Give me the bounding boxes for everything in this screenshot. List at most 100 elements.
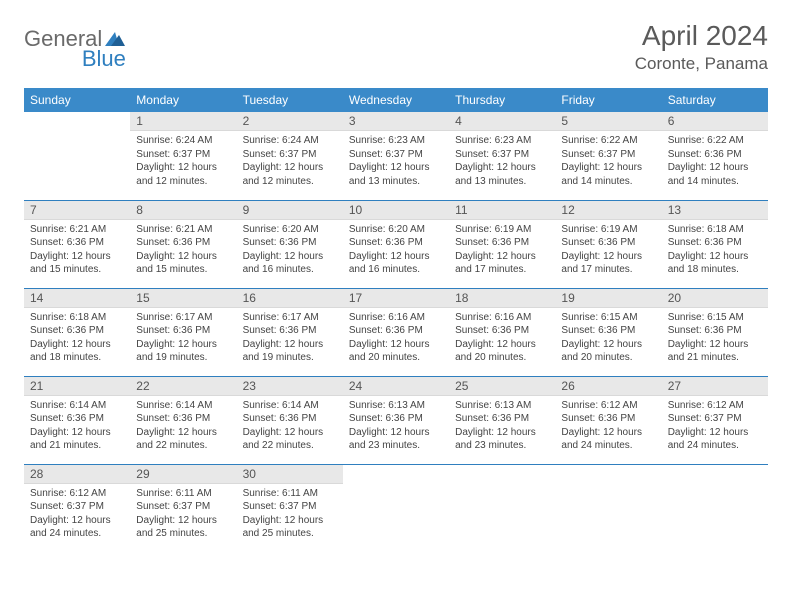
calendar-table: SundayMondayTuesdayWednesdayThursdayFrid… bbox=[24, 88, 768, 552]
day-number: 27 bbox=[662, 377, 768, 396]
calendar-day-cell: 23Sunrise: 6:14 AMSunset: 6:36 PMDayligh… bbox=[237, 376, 343, 464]
calendar-day-cell: 14Sunrise: 6:18 AMSunset: 6:36 PMDayligh… bbox=[24, 288, 130, 376]
calendar-day-cell: 24Sunrise: 6:13 AMSunset: 6:36 PMDayligh… bbox=[343, 376, 449, 464]
day-number: 3 bbox=[343, 112, 449, 131]
day-number: 2 bbox=[237, 112, 343, 131]
logo-text-blue-wrap: GeneBlue bbox=[28, 46, 126, 72]
calendar-day-cell bbox=[343, 464, 449, 552]
day-number: 12 bbox=[555, 201, 661, 220]
day-number: 21 bbox=[24, 377, 130, 396]
calendar-week-row: 21Sunrise: 6:14 AMSunset: 6:36 PMDayligh… bbox=[24, 376, 768, 464]
weekday-header: Thursday bbox=[449, 88, 555, 112]
calendar-week-row: 14Sunrise: 6:18 AMSunset: 6:36 PMDayligh… bbox=[24, 288, 768, 376]
day-number: 19 bbox=[555, 289, 661, 308]
day-number: 8 bbox=[130, 201, 236, 220]
day-details: Sunrise: 6:23 AMSunset: 6:37 PMDaylight:… bbox=[343, 131, 449, 192]
weekday-header: Saturday bbox=[662, 88, 768, 112]
calendar-day-cell: 4Sunrise: 6:23 AMSunset: 6:37 PMDaylight… bbox=[449, 112, 555, 200]
day-number: 11 bbox=[449, 201, 555, 220]
day-details: Sunrise: 6:19 AMSunset: 6:36 PMDaylight:… bbox=[555, 220, 661, 281]
calendar-day-cell: 1Sunrise: 6:24 AMSunset: 6:37 PMDaylight… bbox=[130, 112, 236, 200]
day-number: 6 bbox=[662, 112, 768, 131]
weekday-header: Tuesday bbox=[237, 88, 343, 112]
day-details: Sunrise: 6:14 AMSunset: 6:36 PMDaylight:… bbox=[237, 396, 343, 457]
logo-text-blue: Blue bbox=[82, 46, 126, 71]
day-number: 10 bbox=[343, 201, 449, 220]
day-number: 4 bbox=[449, 112, 555, 131]
calendar-day-cell: 19Sunrise: 6:15 AMSunset: 6:36 PMDayligh… bbox=[555, 288, 661, 376]
day-number: 15 bbox=[130, 289, 236, 308]
calendar-week-row: 1Sunrise: 6:24 AMSunset: 6:37 PMDaylight… bbox=[24, 112, 768, 200]
day-number: 22 bbox=[130, 377, 236, 396]
day-number: 29 bbox=[130, 465, 236, 484]
calendar-day-cell: 29Sunrise: 6:11 AMSunset: 6:37 PMDayligh… bbox=[130, 464, 236, 552]
calendar-day-cell: 2Sunrise: 6:24 AMSunset: 6:37 PMDaylight… bbox=[237, 112, 343, 200]
calendar-day-cell bbox=[662, 464, 768, 552]
day-details: Sunrise: 6:22 AMSunset: 6:36 PMDaylight:… bbox=[662, 131, 768, 192]
day-details: Sunrise: 6:11 AMSunset: 6:37 PMDaylight:… bbox=[130, 484, 236, 545]
calendar-week-row: 7Sunrise: 6:21 AMSunset: 6:36 PMDaylight… bbox=[24, 200, 768, 288]
calendar-day-cell: 8Sunrise: 6:21 AMSunset: 6:36 PMDaylight… bbox=[130, 200, 236, 288]
day-details: Sunrise: 6:24 AMSunset: 6:37 PMDaylight:… bbox=[130, 131, 236, 192]
calendar-day-cell: 18Sunrise: 6:16 AMSunset: 6:36 PMDayligh… bbox=[449, 288, 555, 376]
location: Coronte, Panama bbox=[635, 54, 768, 74]
calendar-day-cell: 22Sunrise: 6:14 AMSunset: 6:36 PMDayligh… bbox=[130, 376, 236, 464]
calendar-day-cell: 3Sunrise: 6:23 AMSunset: 6:37 PMDaylight… bbox=[343, 112, 449, 200]
day-details: Sunrise: 6:12 AMSunset: 6:37 PMDaylight:… bbox=[24, 484, 130, 545]
calendar-day-cell: 16Sunrise: 6:17 AMSunset: 6:36 PMDayligh… bbox=[237, 288, 343, 376]
day-details: Sunrise: 6:12 AMSunset: 6:36 PMDaylight:… bbox=[555, 396, 661, 457]
day-details: Sunrise: 6:17 AMSunset: 6:36 PMDaylight:… bbox=[237, 308, 343, 369]
day-details: Sunrise: 6:14 AMSunset: 6:36 PMDaylight:… bbox=[24, 396, 130, 457]
title-block: April 2024 Coronte, Panama bbox=[635, 20, 768, 74]
day-details: Sunrise: 6:12 AMSunset: 6:37 PMDaylight:… bbox=[662, 396, 768, 457]
header: General April 2024 Coronte, Panama bbox=[24, 20, 768, 74]
day-details: Sunrise: 6:19 AMSunset: 6:36 PMDaylight:… bbox=[449, 220, 555, 281]
day-number: 17 bbox=[343, 289, 449, 308]
calendar-day-cell: 10Sunrise: 6:20 AMSunset: 6:36 PMDayligh… bbox=[343, 200, 449, 288]
weekday-header: Monday bbox=[130, 88, 236, 112]
day-details: Sunrise: 6:18 AMSunset: 6:36 PMDaylight:… bbox=[24, 308, 130, 369]
day-number: 14 bbox=[24, 289, 130, 308]
calendar-day-cell: 27Sunrise: 6:12 AMSunset: 6:37 PMDayligh… bbox=[662, 376, 768, 464]
calendar-day-cell: 6Sunrise: 6:22 AMSunset: 6:36 PMDaylight… bbox=[662, 112, 768, 200]
calendar-week-row: 28Sunrise: 6:12 AMSunset: 6:37 PMDayligh… bbox=[24, 464, 768, 552]
calendar-head: SundayMondayTuesdayWednesdayThursdayFrid… bbox=[24, 88, 768, 112]
day-number: 28 bbox=[24, 465, 130, 484]
day-number: 9 bbox=[237, 201, 343, 220]
day-details: Sunrise: 6:15 AMSunset: 6:36 PMDaylight:… bbox=[662, 308, 768, 369]
calendar-day-cell: 13Sunrise: 6:18 AMSunset: 6:36 PMDayligh… bbox=[662, 200, 768, 288]
day-details: Sunrise: 6:14 AMSunset: 6:36 PMDaylight:… bbox=[130, 396, 236, 457]
day-details: Sunrise: 6:16 AMSunset: 6:36 PMDaylight:… bbox=[343, 308, 449, 369]
calendar-day-cell: 25Sunrise: 6:13 AMSunset: 6:36 PMDayligh… bbox=[449, 376, 555, 464]
day-number: 26 bbox=[555, 377, 661, 396]
day-number: 30 bbox=[237, 465, 343, 484]
day-details: Sunrise: 6:13 AMSunset: 6:36 PMDaylight:… bbox=[449, 396, 555, 457]
day-details: Sunrise: 6:21 AMSunset: 6:36 PMDaylight:… bbox=[24, 220, 130, 281]
day-number: 23 bbox=[237, 377, 343, 396]
calendar-day-cell: 5Sunrise: 6:22 AMSunset: 6:37 PMDaylight… bbox=[555, 112, 661, 200]
day-details: Sunrise: 6:15 AMSunset: 6:36 PMDaylight:… bbox=[555, 308, 661, 369]
calendar-day-cell: 30Sunrise: 6:11 AMSunset: 6:37 PMDayligh… bbox=[237, 464, 343, 552]
day-details: Sunrise: 6:21 AMSunset: 6:36 PMDaylight:… bbox=[130, 220, 236, 281]
day-number: 20 bbox=[662, 289, 768, 308]
day-number: 16 bbox=[237, 289, 343, 308]
calendar-day-cell: 20Sunrise: 6:15 AMSunset: 6:36 PMDayligh… bbox=[662, 288, 768, 376]
day-details: Sunrise: 6:17 AMSunset: 6:36 PMDaylight:… bbox=[130, 308, 236, 369]
day-details: Sunrise: 6:23 AMSunset: 6:37 PMDaylight:… bbox=[449, 131, 555, 192]
calendar-day-cell bbox=[449, 464, 555, 552]
calendar-day-cell: 15Sunrise: 6:17 AMSunset: 6:36 PMDayligh… bbox=[130, 288, 236, 376]
day-details: Sunrise: 6:13 AMSunset: 6:36 PMDaylight:… bbox=[343, 396, 449, 457]
day-number: 5 bbox=[555, 112, 661, 131]
calendar-day-cell bbox=[555, 464, 661, 552]
day-details: Sunrise: 6:16 AMSunset: 6:36 PMDaylight:… bbox=[449, 308, 555, 369]
month-title: April 2024 bbox=[635, 20, 768, 52]
weekday-header: Friday bbox=[555, 88, 661, 112]
calendar-day-cell: 7Sunrise: 6:21 AMSunset: 6:36 PMDaylight… bbox=[24, 200, 130, 288]
calendar-day-cell: 12Sunrise: 6:19 AMSunset: 6:36 PMDayligh… bbox=[555, 200, 661, 288]
calendar-day-cell: 21Sunrise: 6:14 AMSunset: 6:36 PMDayligh… bbox=[24, 376, 130, 464]
day-number: 18 bbox=[449, 289, 555, 308]
day-details: Sunrise: 6:24 AMSunset: 6:37 PMDaylight:… bbox=[237, 131, 343, 192]
day-details: Sunrise: 6:18 AMSunset: 6:36 PMDaylight:… bbox=[662, 220, 768, 281]
day-number: 13 bbox=[662, 201, 768, 220]
day-details: Sunrise: 6:11 AMSunset: 6:37 PMDaylight:… bbox=[237, 484, 343, 545]
